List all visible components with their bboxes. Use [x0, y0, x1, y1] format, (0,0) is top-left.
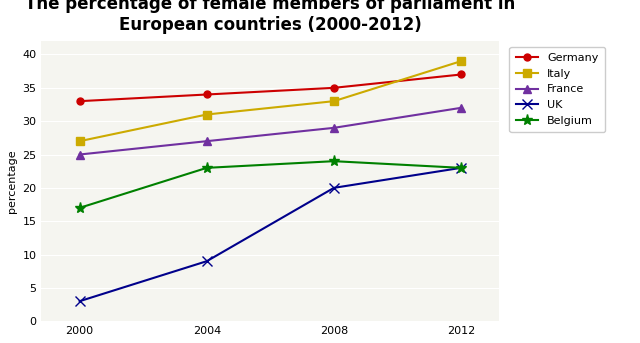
Title: The percentage of female members of parliament in
European countries (2000-2012): The percentage of female members of parl…	[25, 0, 515, 34]
France	[330, 126, 338, 130]
Belgium	[203, 166, 211, 170]
Line: UK: UK	[75, 163, 466, 306]
France	[76, 152, 83, 156]
Germany	[330, 86, 338, 90]
Germany	[76, 99, 83, 103]
Y-axis label: percentage: percentage	[7, 149, 17, 213]
Italy	[76, 139, 83, 143]
Italy	[330, 99, 338, 103]
Italy	[457, 59, 465, 63]
France	[203, 139, 211, 143]
Belgium	[76, 206, 83, 210]
UK	[203, 259, 211, 263]
Line: Germany: Germany	[76, 71, 465, 105]
France	[457, 106, 465, 110]
Line: Italy: Italy	[76, 57, 465, 145]
Germany	[203, 93, 211, 97]
UK	[76, 299, 83, 303]
Germany	[457, 72, 465, 76]
Belgium	[457, 166, 465, 170]
Italy	[203, 113, 211, 117]
Legend: Germany, Italy, France, UK, Belgium: Germany, Italy, France, UK, Belgium	[509, 47, 605, 132]
UK	[457, 166, 465, 170]
Line: France: France	[76, 104, 465, 159]
UK	[330, 186, 338, 190]
Belgium	[330, 159, 338, 163]
Line: Belgium: Belgium	[74, 156, 467, 213]
